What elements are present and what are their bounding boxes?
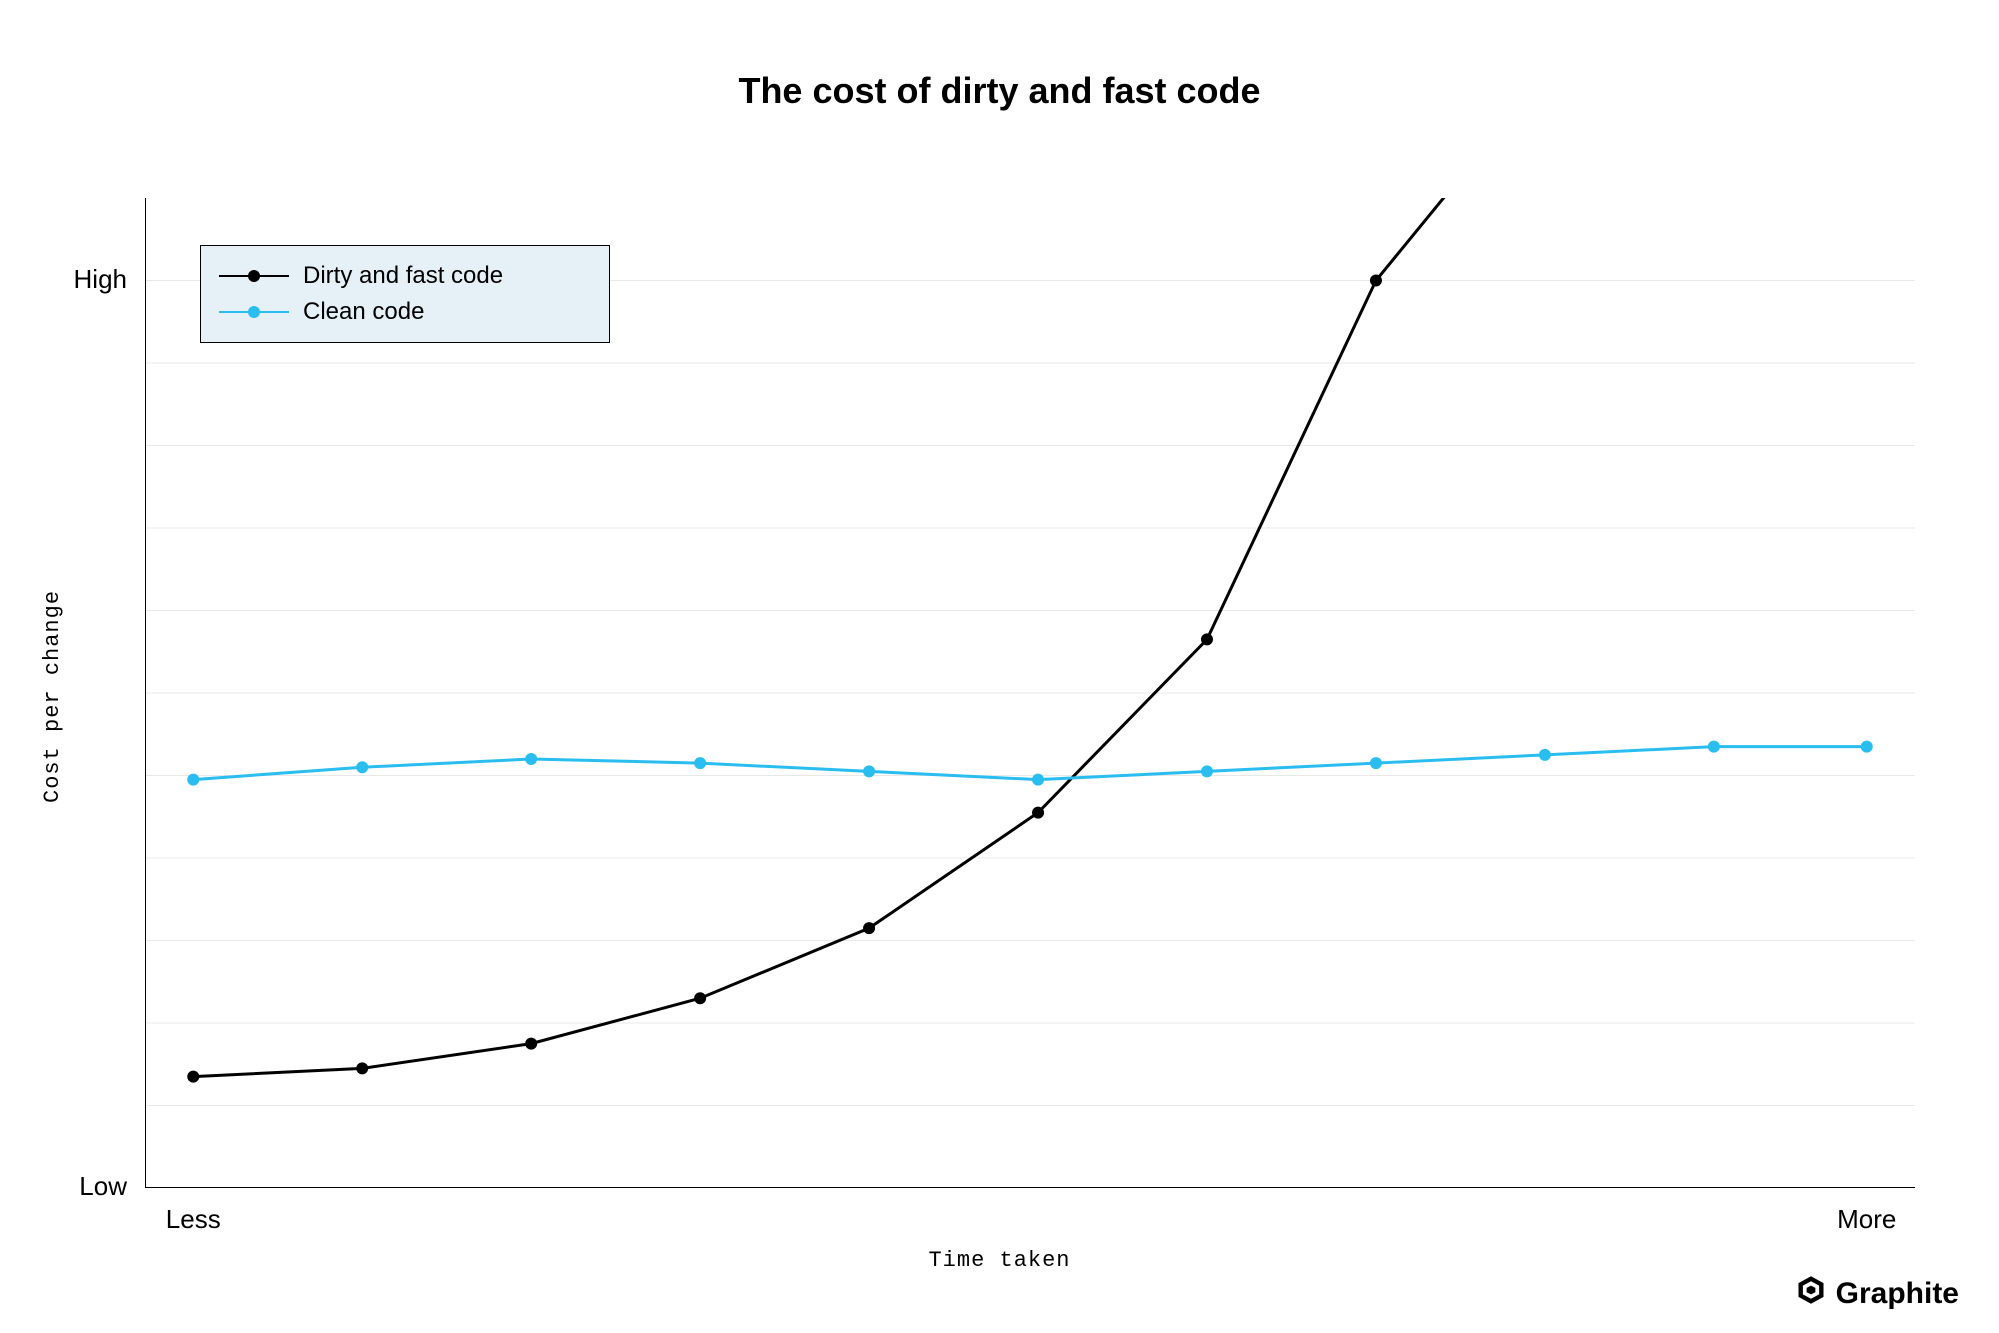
brand-attribution: Graphite [1796,1275,1959,1313]
legend-item: Clean code [219,294,589,330]
legend-label: Dirty and fast code [303,258,503,294]
chart-title: The cost of dirty and fast code [0,70,1999,112]
graphite-icon [1796,1275,1826,1313]
y-tick-label: High [0,264,127,295]
x-tick-label: More [1807,1204,1927,1235]
legend-swatch [219,311,289,313]
x-tick-label: Less [133,1204,253,1235]
line-chart [145,198,1915,1188]
legend-label: Clean code [303,294,424,330]
y-axis-label: Cost per change [40,590,65,803]
brand-label: Graphite [1836,1277,1959,1311]
legend-item: Dirty and fast code [219,258,589,294]
y-tick-label: Low [0,1171,127,1202]
chart-legend: Dirty and fast codeClean code [200,245,610,343]
x-axis-label: Time taken [0,1248,1999,1273]
legend-swatch [219,275,289,277]
